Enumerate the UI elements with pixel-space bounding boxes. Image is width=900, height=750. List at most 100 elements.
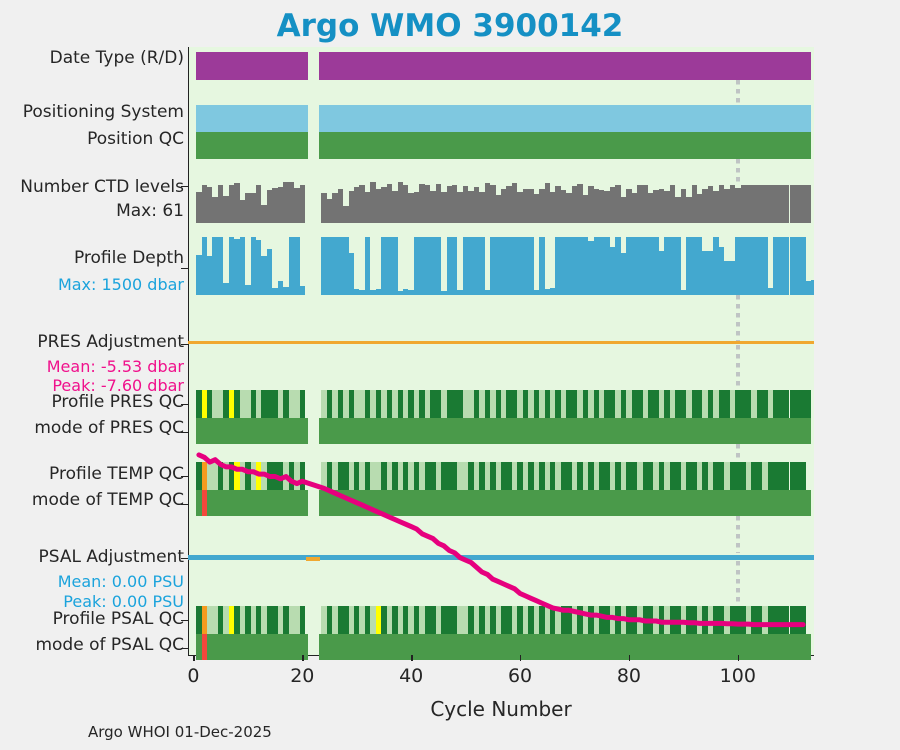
band-segment xyxy=(196,634,308,660)
data-bar xyxy=(539,188,545,223)
qc-flag-segment xyxy=(272,390,278,418)
pres-adjustment-constant xyxy=(188,341,814,344)
data-bar xyxy=(397,290,403,295)
data-bar xyxy=(217,184,224,223)
data-bar xyxy=(201,184,208,223)
data-bar xyxy=(696,194,703,223)
data-bar xyxy=(549,192,556,223)
row-label-mode-pres-qc: mode of PRES QC xyxy=(34,418,184,438)
qc-flag-segment xyxy=(686,390,692,418)
data-bar xyxy=(484,289,491,295)
qc-flag-segment xyxy=(256,390,262,418)
row-label-position-qc: Position QC xyxy=(87,129,184,149)
data-bar xyxy=(604,190,610,223)
data-bar xyxy=(528,237,534,295)
qc-flag-segment xyxy=(729,390,736,418)
qc-flag-segment xyxy=(326,390,333,418)
data-bar xyxy=(196,192,202,223)
qc-flag-segment xyxy=(707,390,714,418)
data-bar xyxy=(658,188,665,223)
data-bar xyxy=(707,186,714,223)
qc-flag-segment xyxy=(735,390,741,418)
data-bar xyxy=(321,237,327,295)
qc-flag-segment xyxy=(549,390,556,418)
data-bar xyxy=(566,193,572,223)
qc-flag-segment xyxy=(800,390,806,418)
reference-line-cycle-100 xyxy=(735,159,740,182)
band-profile-pres-qc xyxy=(188,390,814,418)
reference-line-cycle-100 xyxy=(735,561,740,606)
qc-flag-segment xyxy=(653,390,659,418)
data-bar xyxy=(261,204,267,223)
x-axis-tick-label: 100 xyxy=(719,665,756,687)
data-bar xyxy=(653,190,659,223)
data-bar xyxy=(462,186,469,223)
data-bar xyxy=(234,239,240,295)
data-bar xyxy=(332,237,338,295)
data-bar xyxy=(675,237,681,295)
qc-flag-segment xyxy=(794,390,801,418)
data-bar xyxy=(468,190,474,223)
qc-flag-segment xyxy=(560,390,567,418)
data-bar xyxy=(364,237,371,295)
data-bar xyxy=(675,196,681,223)
row-label-mode-temp-qc: mode of TEMP QC xyxy=(31,490,184,510)
data-bar xyxy=(245,285,251,295)
qc-flag-segment xyxy=(528,390,534,418)
data-bar xyxy=(533,194,540,223)
data-bar xyxy=(446,237,452,295)
qc-flag-segment xyxy=(261,390,267,418)
data-bar xyxy=(212,237,218,295)
qc-flag-segment xyxy=(675,390,681,418)
qc-flag-segment xyxy=(533,390,540,418)
data-bar xyxy=(495,237,501,295)
data-bar xyxy=(511,237,518,295)
qc-flag-segment xyxy=(718,390,725,418)
x-axis-tick-label: 60 xyxy=(507,665,533,687)
data-bar xyxy=(658,250,665,295)
data-bar xyxy=(680,188,687,223)
data-bar xyxy=(196,254,202,295)
data-bar xyxy=(691,237,697,295)
y-tick-psal xyxy=(181,558,189,560)
row-label-psal-adjustment: PSAL Adjustment xyxy=(38,547,184,567)
data-bar xyxy=(598,190,605,223)
data-bar xyxy=(348,252,355,295)
data-bar xyxy=(751,237,757,295)
data-bar xyxy=(718,247,725,295)
data-bar xyxy=(800,237,806,295)
data-bar xyxy=(501,188,507,223)
reference-line-cycle-100 xyxy=(735,516,740,553)
row-label-profile-temp-qc: Profile TEMP QC xyxy=(49,464,184,484)
data-bar xyxy=(359,289,365,295)
band-segment-flagged xyxy=(201,490,208,516)
y-tick-ctd xyxy=(181,186,189,188)
data-bar xyxy=(740,237,746,295)
reference-line-cycle-100 xyxy=(735,444,740,462)
data-bar xyxy=(735,188,741,223)
band-mode-psal-qc xyxy=(188,634,814,660)
data-bar xyxy=(294,237,300,295)
data-bar xyxy=(588,240,594,295)
data-bar xyxy=(620,197,627,223)
qc-flag-segment xyxy=(299,462,306,490)
data-bar xyxy=(653,237,659,295)
data-bar xyxy=(277,281,284,295)
data-bar xyxy=(724,188,730,223)
data-bar xyxy=(756,184,763,223)
qc-flag-segment xyxy=(631,390,638,418)
qc-flag-segment xyxy=(424,390,431,418)
qc-flag-segment xyxy=(762,390,768,418)
qc-flag-segment xyxy=(506,390,512,418)
data-bar xyxy=(533,290,540,295)
data-bar xyxy=(228,184,235,223)
data-bar xyxy=(740,185,746,223)
qc-flag-segment xyxy=(696,390,703,418)
qc-flag-segment xyxy=(217,390,224,418)
data-bar xyxy=(419,237,425,295)
band-segment xyxy=(196,52,308,80)
data-bar xyxy=(239,237,246,295)
data-bar xyxy=(745,237,752,295)
data-bar xyxy=(571,186,578,223)
qc-flag-segment xyxy=(473,390,480,418)
